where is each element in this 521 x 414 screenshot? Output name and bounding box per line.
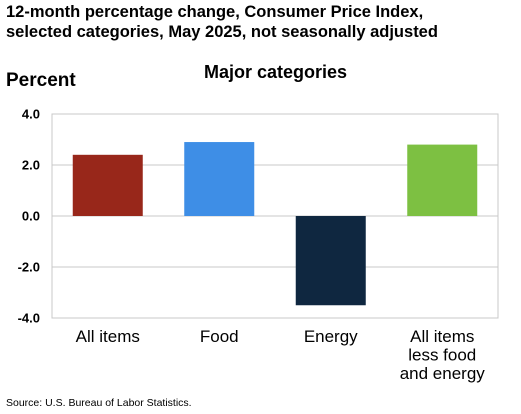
- y-axis-label: Percent: [6, 70, 76, 91]
- bar: [295, 216, 366, 306]
- chart-title-line-2: selected categories, May 2025, not seaso…: [6, 23, 438, 41]
- chart-title-line-1: 12-month percentage change, Consumer Pri…: [6, 3, 424, 21]
- bar: [72, 154, 143, 216]
- y-tick-label: 4.0: [22, 107, 40, 122]
- x-tick-label: All items: [410, 327, 474, 346]
- x-tick-label: Food: [200, 327, 239, 346]
- bar: [184, 142, 255, 216]
- source-note: Source: U.S. Bureau of Labor Statistics.: [6, 397, 192, 409]
- chart-subtitle: Major categories: [203, 62, 348, 82]
- chart-title: 12-month percentage change, Consumer Pri…: [6, 2, 438, 42]
- y-tick-label: -2.0: [18, 260, 40, 275]
- y-tick-label: -4.0: [18, 311, 40, 326]
- y-tick-label: 0.0: [22, 209, 40, 224]
- x-tick-label: Energy: [304, 327, 358, 346]
- y-tick-label: 2.0: [22, 158, 40, 173]
- plot-frame: [51, 113, 499, 319]
- x-tick-label: less food: [408, 346, 476, 365]
- bar: [407, 144, 478, 216]
- x-tick-label: All items: [76, 327, 140, 346]
- x-tick-label: and energy: [400, 364, 486, 383]
